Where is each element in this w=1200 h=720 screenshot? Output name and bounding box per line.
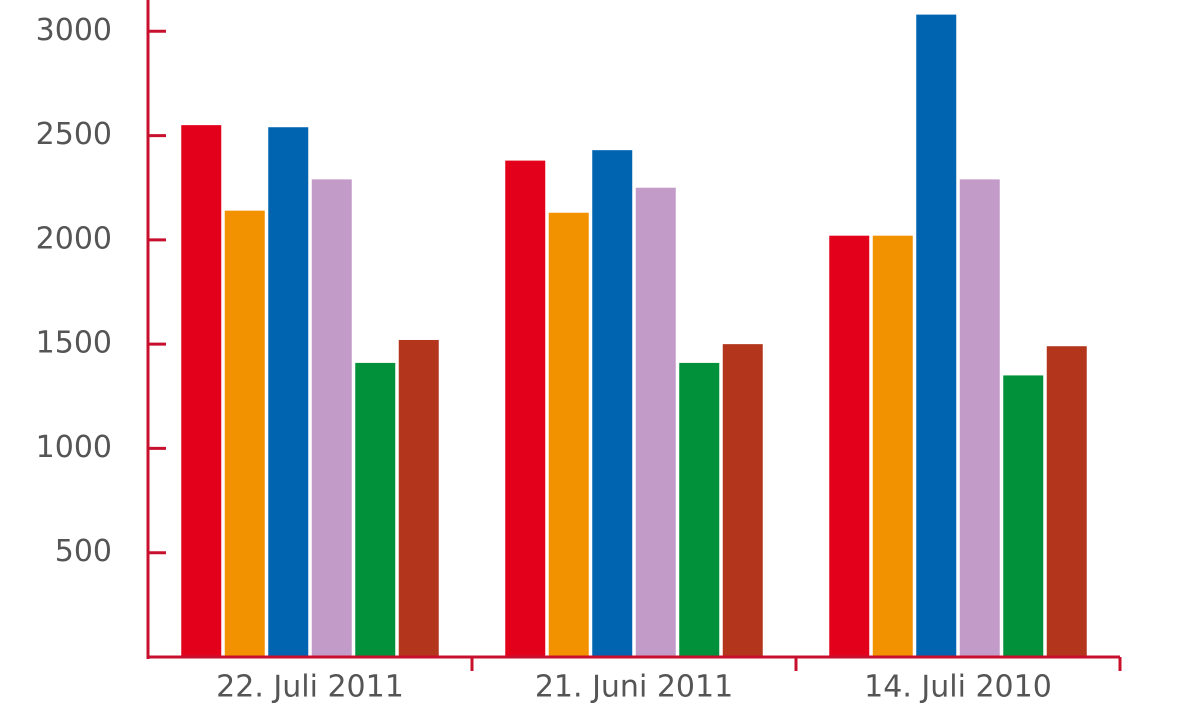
bar	[916, 14, 957, 658]
bar	[548, 212, 589, 657]
y-tick-label: 2500	[36, 117, 112, 152]
bar	[722, 344, 763, 657]
bar	[505, 160, 546, 657]
bar	[398, 339, 439, 657]
bar	[829, 235, 870, 657]
bar	[1046, 346, 1087, 657]
bar	[1003, 375, 1044, 657]
bar	[635, 187, 676, 657]
bar	[592, 150, 633, 657]
x-tick-label: 22. Juli 2011	[216, 670, 404, 705]
bar	[224, 210, 265, 657]
y-tick-label: 2000	[36, 221, 112, 256]
bar	[355, 362, 396, 657]
bar	[679, 362, 720, 657]
y-tick-label: 1500	[36, 326, 112, 361]
bar	[959, 179, 1000, 657]
bar	[311, 179, 352, 657]
x-tick-label: 14. Juli 2010	[864, 670, 1052, 705]
bar	[268, 127, 309, 657]
y-tick-label: 3000	[36, 13, 112, 48]
y-tick-label: 1000	[36, 430, 112, 465]
bar	[181, 125, 222, 657]
y-tick-label: 500	[55, 534, 112, 569]
x-tick-label: 21. Juni 2011	[535, 670, 733, 705]
bar	[872, 235, 913, 657]
